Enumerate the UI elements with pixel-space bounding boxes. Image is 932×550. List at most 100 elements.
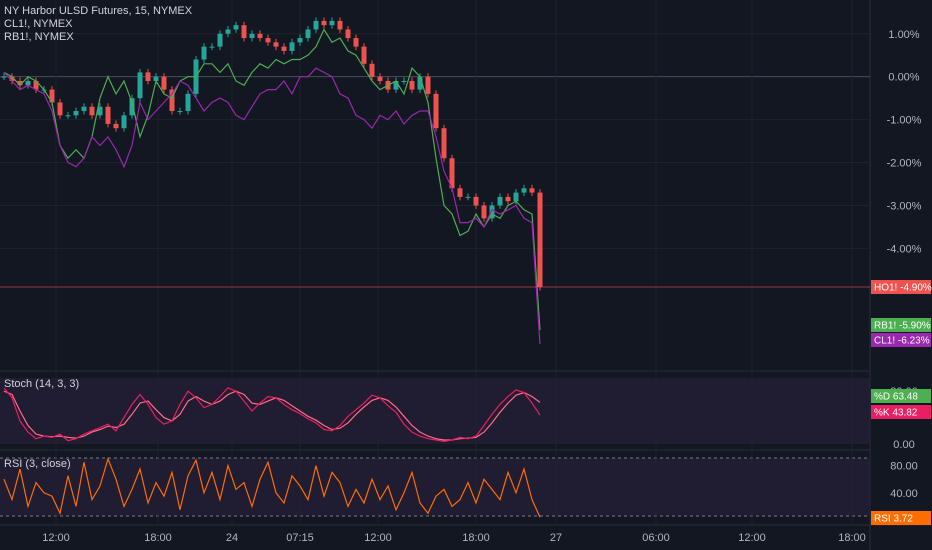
ho1-candle: [281, 46, 287, 51]
ho1-candle: [329, 20, 335, 26]
ho1-candle: [489, 205, 495, 219]
stoch-k-line: [3, 387, 541, 443]
ho1-candle: [337, 20, 343, 30]
y-tick-label: -1.00%: [887, 115, 922, 127]
main-pane-series[interactable]: [1, 17, 543, 345]
ho1-candle: [425, 76, 431, 94]
ho1-candle: [449, 158, 455, 189]
ho1-candle: [265, 38, 271, 43]
ho1-candle: [105, 106, 111, 124]
cl1-series-line: [3, 67, 541, 345]
stoch-legend[interactable]: Stoch (14, 3, 3): [4, 378, 79, 391]
ho1-candle: [49, 89, 55, 103]
stoch-tick-label: 0.00: [893, 439, 914, 451]
ho1-candle: [313, 20, 319, 30]
ho1-candle: [361, 46, 367, 64]
ho1-candle: [129, 98, 135, 116]
main-pane-grid: [0, 0, 870, 525]
time-scale[interactable]: 12:00 18:00 24 07:15 12:00 18:00 27 06:00 12:00 1…: [42, 532, 866, 544]
stoch-d-tag-bg: [871, 389, 931, 403]
ho1-candle: [321, 20, 327, 26]
stoch-d-tag-label: %D 63.48: [874, 392, 918, 403]
ho1-candle: [481, 205, 487, 219]
ho1-candle: [289, 42, 295, 51]
y-tick-label: -2.00%: [887, 158, 922, 170]
ho1-candle: [209, 46, 215, 48]
time-tick-label: 18:00: [462, 532, 490, 544]
time-tick-label: 12:00: [42, 532, 70, 544]
ho1-candle: [353, 38, 359, 47]
rsi-title[interactable]: RSI (3, close): [4, 458, 71, 470]
cl1-last-tag-bg: [871, 333, 931, 347]
ho1-candle: [441, 128, 447, 159]
stoch-k-tag-label: %K 43.82: [874, 408, 918, 419]
ho1-candle: [25, 80, 31, 86]
main-price-scale[interactable]: 1.00% 0.00% -1.00% -2.00% -3.00% -4.00%: [887, 29, 922, 256]
rsi-tick-label: 40.00: [890, 488, 918, 500]
ho1-candle: [537, 192, 543, 288]
stoch-last-value-tags: %D 63.48 %K 43.82: [871, 389, 931, 419]
ho1-candle: [137, 72, 143, 99]
rsi-last-tag-label: RSI 3.72: [874, 514, 913, 525]
rsi-scale[interactable]: 80.00 40.00: [890, 461, 918, 500]
ho1-candle: [241, 25, 247, 39]
ho1-candle: [345, 29, 351, 39]
ho1-candle: [521, 188, 527, 193]
stoch-title[interactable]: Stoch (14, 3, 3): [4, 378, 80, 390]
ho1-candle: [377, 76, 383, 81]
time-tick-label: 12:00: [364, 532, 392, 544]
time-tick-label: 24: [226, 532, 238, 544]
rb1-last-tag-label: RB1! -5.90%: [874, 321, 931, 332]
stoch-pane-series[interactable]: [3, 387, 541, 443]
ho1-candle: [529, 188, 535, 193]
time-tick-label: 06:00: [642, 532, 670, 544]
rsi-last-value-tags: RSI 3.72: [871, 511, 931, 525]
compare-series-cl1[interactable]: CL1!, NYMEX: [4, 18, 73, 30]
ho1-candle: [465, 196, 471, 198]
rb1-series-line: [3, 28, 541, 331]
ho1-candle: [113, 123, 119, 129]
ho1-candle: [409, 80, 415, 90]
ho1-candle: [217, 33, 223, 47]
stoch-k-tag-bg: [871, 405, 931, 419]
ho1-candle: [249, 33, 255, 39]
y-tick-label: 0.00%: [888, 72, 919, 84]
ho1-candle: [201, 46, 207, 60]
ho1-candle: [473, 196, 479, 206]
compare-series-rb1[interactable]: RB1!, NYMEX: [4, 31, 74, 43]
main-series-title[interactable]: NY Harbor ULSD Futures, 15, NYMEX: [4, 5, 193, 17]
ho1-candle: [97, 106, 103, 116]
ho1-candle: [177, 111, 183, 113]
rsi-legend[interactable]: RSI (3, close): [4, 458, 71, 471]
rsi-pane-series[interactable]: [3, 456, 541, 518]
rb1-last-tag-bg: [871, 318, 931, 332]
time-tick-label: 18:00: [144, 532, 172, 544]
ho1-candle: [185, 93, 191, 112]
ho1-candle: [17, 80, 23, 86]
ho1-last-tag-bg: [871, 280, 931, 295]
ho1-candle: [401, 80, 407, 82]
ho1-candle: [497, 196, 503, 206]
rsi-tick-label: 80.00: [890, 461, 918, 473]
ho1-candle: [161, 76, 167, 90]
rsi-last-tag-bg: [871, 511, 931, 525]
ho1-candle: [1, 76, 7, 78]
y-tick-label: -4.00%: [887, 243, 922, 255]
y-tick-label: 1.00%: [888, 29, 919, 41]
ho1-candle: [393, 80, 399, 90]
ho1-candle: [505, 196, 511, 202]
main-legend[interactable]: NY Harbor ULSD Futures, 15, NYMEX CL1!, …: [4, 5, 192, 44]
cl1-last-tag-label: CL1! -6.23%: [874, 336, 930, 347]
ho1-candle: [73, 111, 79, 116]
ho1-candle: [369, 63, 375, 77]
ho1-candle: [153, 76, 159, 81]
ho1-candle: [513, 192, 519, 202]
rsi-line: [3, 456, 541, 518]
ho1-candle: [57, 102, 63, 116]
ho1-candle: [457, 188, 463, 197]
ho1-candle: [233, 25, 239, 30]
main-last-value-tags: HO1! -4.90% RB1! -5.90% CL1! -6.23%: [0, 280, 932, 347]
ho1-candle: [81, 106, 87, 112]
y-tick-label: -3.00%: [887, 200, 922, 212]
